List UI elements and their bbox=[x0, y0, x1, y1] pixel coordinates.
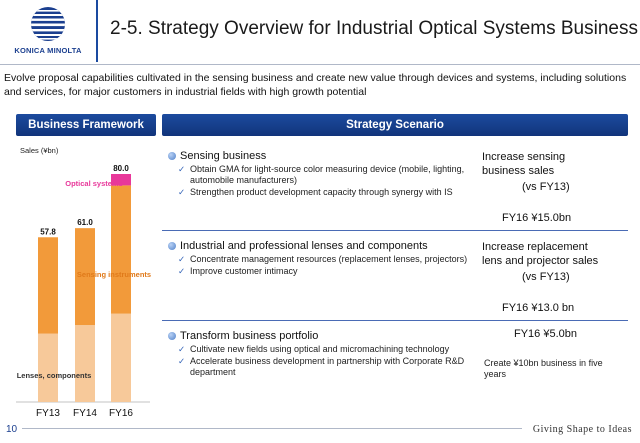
bar-segment bbox=[111, 174, 131, 186]
slide-header: KONICA MINOLTA 2-5. Strategy Overview fo… bbox=[0, 0, 640, 66]
globe-logo-icon bbox=[31, 7, 65, 41]
scenario-title: Transform business portfolio bbox=[168, 330, 474, 342]
scenario-title-text: Transform business portfolio bbox=[180, 330, 319, 342]
check-icon: ✓ bbox=[178, 187, 186, 197]
scenario-items: ✓ Obtain GMA for light-source color measu… bbox=[168, 164, 474, 198]
business-framework-header: Business Framework bbox=[16, 114, 156, 136]
check-icon: ✓ bbox=[178, 164, 186, 174]
header-divider bbox=[96, 0, 98, 62]
sensing-instruments-label: Sensing instruments bbox=[77, 270, 151, 279]
x-tick-label: FY13 bbox=[36, 408, 60, 419]
bullet-dot-icon bbox=[168, 152, 176, 160]
scenario-items: ✓ Cultivate new fields using optical and … bbox=[168, 344, 474, 378]
bar-segment bbox=[111, 185, 131, 314]
bullet-dot-icon bbox=[168, 242, 176, 250]
stacked-bar-chart: 57.8 FY13 61.0 FY14 80.0 FY16 Optical systems S… bbox=[16, 164, 151, 419]
bar-segment bbox=[38, 237, 58, 334]
target-note: (vs FY13) bbox=[522, 271, 570, 283]
list-item: ✓ Accelerate business development in part… bbox=[178, 356, 465, 377]
bar-segment bbox=[111, 313, 131, 402]
scenario-title-text: Sensing business bbox=[180, 150, 267, 162]
strategy-scenario-header: Strategy Scenario bbox=[162, 114, 628, 136]
page-title: 2-5. Strategy Overview for Industrial Op… bbox=[110, 18, 638, 39]
bar-total-label: 80.0 bbox=[113, 164, 129, 173]
scenario-row-lenses: Industrial and professional lenses and c… bbox=[162, 232, 628, 320]
bar-segment bbox=[38, 333, 58, 402]
target-note: (vs FY13) bbox=[522, 181, 570, 193]
bar-total-label: 61.0 bbox=[77, 218, 93, 227]
target-line: Increase replacement bbox=[482, 241, 588, 253]
target-value: FY16 ¥15.0bn bbox=[502, 212, 572, 224]
page-number: 10 bbox=[6, 424, 18, 435]
list-item: ✓ Cultivate new fields using optical and … bbox=[178, 344, 450, 354]
target-detail: Create ¥10bn business in five years bbox=[484, 358, 603, 379]
brand-name: KONICA MINOLTA bbox=[14, 46, 82, 55]
x-tick-label: FY16 bbox=[109, 408, 133, 419]
optical-systems-label: Optical systems bbox=[65, 179, 123, 188]
target-value: FY16 ¥13.0 bn bbox=[502, 302, 575, 314]
business-framework-chart: 57.8 FY13 61.0 FY14 80.0 FY16 Optical systems S… bbox=[0, 140, 160, 422]
bullet-dot-icon bbox=[168, 332, 176, 340]
check-icon: ✓ bbox=[178, 254, 186, 264]
header-rule bbox=[0, 64, 640, 65]
lenses-components-label: Lenses, components bbox=[17, 371, 92, 380]
footer-rule bbox=[22, 428, 522, 429]
list-item: ✓ Strengthen product development capacity… bbox=[178, 187, 453, 197]
target-line: Increase sensing bbox=[482, 151, 566, 163]
scenario-title: Sensing business bbox=[168, 150, 474, 162]
row-divider bbox=[162, 230, 628, 231]
scenario-items: ✓ Concentrate management resources (repla… bbox=[168, 254, 474, 277]
row-divider bbox=[162, 320, 628, 321]
scenario-title: Industrial and professional lenses and c… bbox=[168, 240, 474, 252]
scenario-target: Increase replacement lens and projector … bbox=[482, 240, 628, 284]
scenario-row-portfolio: Transform business portfolio ✓ Cultivate … bbox=[162, 322, 628, 418]
check-icon: ✓ bbox=[178, 266, 186, 276]
bar-segment bbox=[75, 228, 95, 326]
brand-slogan: Giving Shape to Ideas bbox=[532, 424, 632, 435]
bar-segment bbox=[75, 325, 95, 402]
list-item: ✓ Obtain GMA for light-source color measu… bbox=[178, 164, 465, 185]
sales-axis-label: Sales (¥bn) bbox=[20, 146, 59, 155]
list-item: ✓ Concentrate management resources (repla… bbox=[178, 254, 468, 264]
target-line: lens and projector sales bbox=[482, 255, 599, 267]
scenario-row-sensing: Sensing business ✓ Obtain GMA for light-s… bbox=[162, 142, 628, 230]
target-line: business sales bbox=[482, 165, 555, 177]
scenario-target: Increase sensing business sales (vs FY13… bbox=[482, 150, 628, 194]
target-value: FY16 ¥5.0bn bbox=[514, 328, 577, 340]
scenario-title-text: Industrial and professional lenses and c… bbox=[180, 240, 428, 252]
intro-text: Evolve proposal capabilities cultivated … bbox=[4, 72, 627, 98]
bar-total-label: 57.8 bbox=[40, 227, 56, 236]
company-logo: KONICA MINOLTA bbox=[8, 6, 88, 62]
check-icon: ✓ bbox=[178, 356, 186, 366]
x-tick-label: FY14 bbox=[73, 408, 97, 419]
check-icon: ✓ bbox=[178, 344, 186, 354]
list-item: ✓ Improve customer intimacy bbox=[178, 266, 298, 276]
